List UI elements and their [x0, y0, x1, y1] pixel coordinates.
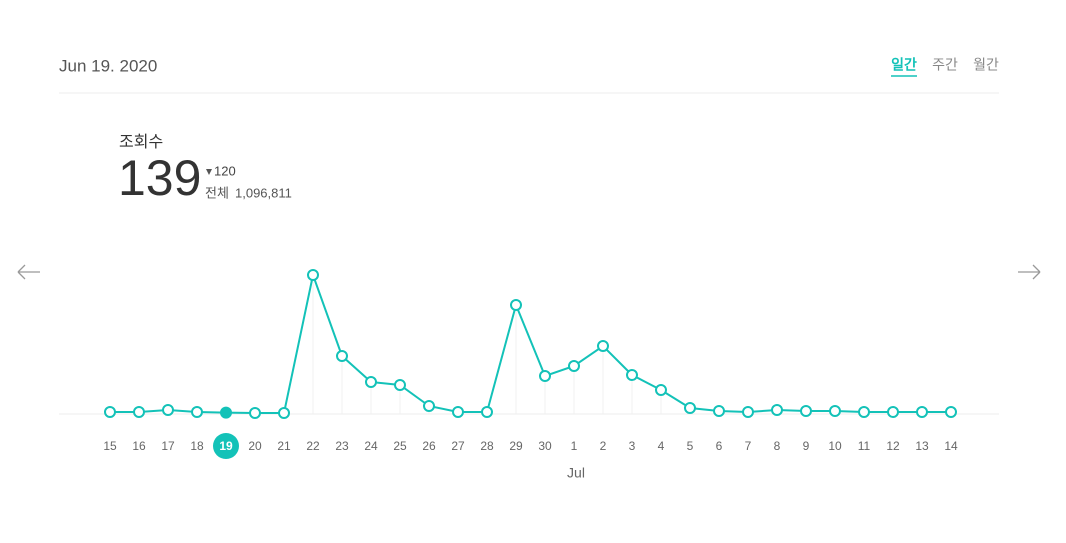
x-tick-label[interactable]: 2 [600, 439, 607, 453]
x-tick-label[interactable]: 14 [944, 439, 958, 453]
point[interactable] [191, 406, 203, 418]
point[interactable] [336, 350, 348, 362]
point[interactable] [394, 379, 406, 391]
point[interactable] [481, 406, 493, 418]
stat-label: 조회수 [119, 133, 163, 151]
x-tick-label[interactable]: 13 [915, 439, 929, 453]
x-tick-label[interactable]: 25 [393, 439, 407, 453]
total-value: 1,096,811 [235, 185, 292, 200]
x-tick-label[interactable]: 11 [858, 439, 871, 453]
point[interactable] [713, 405, 725, 417]
tabs: 일간 주간 월간 [891, 57, 999, 77]
month-label: Jul [567, 465, 585, 481]
point[interactable] [104, 406, 116, 418]
stat-change: 120 [214, 163, 236, 178]
x-tick-label[interactable]: 10 [828, 439, 842, 453]
point[interactable] [452, 406, 464, 418]
x-tick-label[interactable]: 1 [571, 439, 578, 453]
point[interactable] [597, 340, 609, 352]
point[interactable] [742, 406, 754, 418]
x-tick-label[interactable]: 28 [480, 439, 494, 453]
point[interactable] [771, 404, 783, 416]
x-tick-label[interactable]: 21 [277, 439, 291, 453]
point[interactable] [365, 376, 377, 388]
stat-value: 139 [118, 150, 201, 206]
x-tick-label[interactable]: 26 [422, 439, 436, 453]
point[interactable] [626, 369, 638, 381]
point[interactable] [655, 384, 667, 396]
tab[interactable]: 일간 [891, 57, 917, 73]
x-tick-label[interactable]: 8 [774, 439, 781, 453]
x-tick-label[interactable]: 22 [306, 439, 320, 453]
x-tick-label[interactable]: 7 [745, 439, 752, 453]
plot: 15 16 17 18 19 20 21 22 23 24 25 26 27 28 29 30 1 2 3 4 5 6 7 8… [103, 269, 958, 459]
x-tick-label[interactable]: 4 [658, 439, 665, 453]
x-tick-label[interactable]: 27 [451, 439, 465, 453]
x-tick-label[interactable]: 3 [629, 439, 636, 453]
point[interactable] [249, 407, 261, 419]
point[interactable] [800, 405, 812, 417]
point[interactable] [945, 406, 957, 418]
point[interactable] [684, 402, 696, 414]
point[interactable] [539, 370, 551, 382]
point[interactable] [916, 406, 928, 418]
prev-arrow[interactable] [17, 264, 40, 280]
point[interactable] [887, 406, 899, 418]
point[interactable] [307, 269, 319, 281]
point[interactable] [423, 400, 435, 412]
tab[interactable]: 월간 [973, 57, 999, 73]
point[interactable] [133, 406, 145, 418]
x-tick-label[interactable]: 9 [803, 439, 810, 453]
point[interactable] [278, 407, 290, 419]
point[interactable] [829, 405, 841, 417]
x-tick-label[interactable]: 18 [190, 439, 204, 453]
total-label: 전체 [205, 185, 229, 200]
point[interactable] [568, 360, 580, 372]
x-tick-label[interactable]: 17 [161, 439, 175, 453]
x-tick-label[interactable]: 12 [886, 439, 900, 453]
x-tick-label[interactable]: 20 [248, 439, 262, 453]
point[interactable] [220, 406, 232, 419]
down-icon [206, 169, 212, 175]
x-tick-label[interactable]: 23 [335, 439, 349, 453]
x-tick-label[interactable]: 5 [687, 439, 694, 453]
tab[interactable]: 주간 [932, 57, 958, 73]
x-tick-label[interactable]: 29 [509, 439, 523, 453]
line [110, 271, 951, 414]
point[interactable] [858, 406, 870, 418]
x-tick-label[interactable]: 15 [103, 439, 117, 453]
next-arrow[interactable] [1018, 264, 1041, 280]
x-tick-label[interactable]: 16 [132, 439, 146, 453]
selected-badge [213, 433, 239, 459]
date: Jun 19. 2020 [59, 56, 157, 75]
x-tick-label[interactable]: 30 [538, 439, 552, 453]
point[interactable] [510, 299, 522, 311]
x-tick-label[interactable]: 24 [364, 439, 378, 453]
point[interactable] [162, 404, 174, 416]
x-tick-label[interactable]: 19 [219, 439, 233, 453]
x-tick-label[interactable]: 6 [716, 439, 723, 453]
